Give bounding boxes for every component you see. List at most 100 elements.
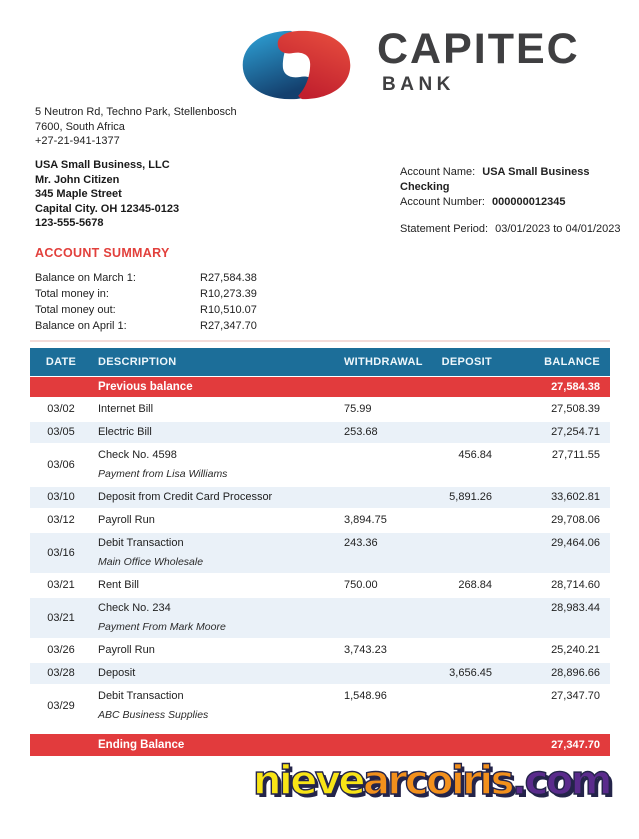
cell-withdrawal: 3,743.23	[344, 644, 387, 656]
description-text: Electric Bill	[98, 426, 152, 438]
summary-row: Total money in: R10,273.39	[35, 286, 257, 302]
brand-wordmark: CAPITEC	[377, 25, 580, 73]
table-row: 03/29 Debit Transaction ABC Business Suppl…	[30, 686, 610, 726]
summary-label: Total money out:	[35, 304, 116, 316]
summary-label: Balance on March 1:	[35, 272, 136, 284]
cell-withdrawal: 75.99	[344, 403, 372, 415]
cell-description: Debit Transaction ABC Business Supplies	[92, 689, 338, 723]
description-text: Internet Bill	[98, 403, 154, 415]
cell-description: Deposit from Credit Card Processor	[92, 490, 338, 505]
column-header-withdrawal: WITHDRAWAL	[344, 356, 423, 368]
cell-description: Check No. 4598 Payment from Lisa Williams	[92, 448, 338, 482]
column-header-balance: BALANCE	[544, 356, 600, 368]
cell-balance: 29,708.06	[551, 514, 600, 526]
previous-balance-value: 27,584.38	[551, 381, 600, 393]
customer-address-block: USA Small Business, LLC Mr. John Citizen…	[35, 158, 179, 231]
account-summary-table: Balance on March 1: R27,584.38 Total mon…	[35, 270, 257, 334]
description-text: Payroll Run	[98, 644, 155, 656]
summary-value: R27,584.38	[200, 272, 257, 284]
cell-date: 03/02	[47, 403, 75, 415]
cell-withdrawal: 243.36	[344, 537, 378, 549]
description-note: ABC Business Supplies	[98, 709, 209, 721]
account-name-label: Account Name:	[400, 166, 476, 178]
transaction-rows: 03/02 Internet Bill 75.99 27,508.39 03/05 Ele…	[30, 399, 610, 726]
customer-line: 345 Maple Street	[35, 188, 122, 201]
watermark-part-yellow: nieve	[252, 757, 366, 804]
cell-date: 03/21	[47, 611, 75, 624]
description-text: Deposit from Credit Card Processor	[98, 491, 273, 503]
bank-address-line: +27-21-941-1377	[35, 135, 120, 147]
description-text: Debit Transaction	[98, 690, 184, 702]
account-info-block: Account Name: USA Small Business Checkin…	[400, 165, 639, 237]
watermark-part-purple: .com	[511, 757, 613, 804]
cell-description: Electric Bill	[92, 425, 338, 440]
cell-description: Deposit	[92, 666, 338, 681]
table-top-divider	[30, 340, 610, 342]
capitec-logo-icon	[242, 30, 351, 100]
account-name-row: Account Name: USA Small Business Checkin…	[400, 165, 639, 195]
summary-row: Balance on April 1: R27,347.70	[35, 318, 257, 334]
bank-address-line: 7600, South Africa	[35, 120, 125, 133]
statement-period-label: Statement Period:	[400, 223, 489, 235]
bank-address-block: 5 Neutron Rd, Techno Park, Stellenbosch …	[35, 105, 237, 149]
table-row: 03/16 Debit Transaction Main Office Wholes…	[30, 533, 610, 573]
cell-balance: 28,896.66	[551, 667, 600, 679]
cell-withdrawal: 1,548.96	[344, 690, 387, 702]
cell-description: Debit Transaction Main Office Wholesale	[92, 536, 338, 570]
cell-deposit: 3,656.45	[449, 667, 492, 679]
table-row: 03/26 Payroll Run 3,743.23 25,240.21	[30, 640, 610, 661]
description-text: Debit Transaction	[98, 537, 184, 549]
table-row: 03/06 Check No. 4598 Payment from Lisa Wil…	[30, 445, 610, 485]
cell-deposit: 456.84	[458, 449, 492, 461]
cell-withdrawal: 750.00	[344, 579, 378, 591]
cell-date: 03/26	[47, 644, 75, 656]
customer-line: Mr. John Citizen	[35, 173, 120, 186]
description-text: Check No. 4598	[98, 449, 177, 461]
description-text: Deposit	[98, 667, 136, 679]
ending-balance-row: Ending Balance 27,347.70	[30, 734, 610, 756]
description-note: Payment from Lisa Williams	[98, 468, 228, 480]
description-text: Check No. 234	[98, 602, 171, 614]
cell-date: 03/10	[47, 491, 75, 503]
table-row: 03/21 Rent Bill 750.00 268.84 28,714.60	[30, 575, 610, 596]
customer-line: Capital City. OH 12345-0123	[35, 202, 180, 215]
cell-description: Internet Bill	[92, 402, 338, 417]
transactions-table: DATE DESCRIPTION WITHDRAWAL DEPOSIT BALA…	[30, 340, 610, 756]
cell-deposit: 268.84	[458, 579, 492, 591]
summary-row: Total money out: R10,510.07	[35, 302, 257, 318]
cell-balance: 27,711.55	[551, 449, 600, 461]
column-header-description: DESCRIPTION	[98, 356, 177, 368]
cell-date: 03/29	[47, 699, 75, 712]
watermark-part-orange: arcoiris	[362, 757, 515, 804]
previous-balance-row: Previous balance 27,584.38	[30, 377, 610, 397]
bank-address-line: 5 Neutron Rd, Techno Park, Stellenbosch	[35, 106, 237, 118]
account-name-value: USA Small Business Checking	[400, 166, 590, 193]
cell-date: 03/16	[47, 546, 75, 559]
cell-balance: 28,714.60	[551, 579, 600, 591]
cell-description: Rent Bill	[92, 578, 338, 593]
description-text: Rent Bill	[98, 579, 139, 591]
cell-description: Check No. 234 Payment From Mark Moore	[92, 601, 338, 635]
summary-label: Total money in:	[35, 288, 109, 300]
summary-value: R10,273.39	[200, 288, 257, 300]
cell-balance: 27,254.71	[551, 426, 600, 438]
description-note: Payment From Mark Moore	[98, 621, 226, 633]
summary-row: Balance on March 1: R27,584.38	[35, 270, 257, 286]
account-summary-title: ACCOUNT SUMMARY	[35, 246, 170, 260]
cell-balance: 25,240.21	[551, 644, 600, 656]
ending-balance-value: 27,347.70	[551, 739, 600, 751]
site-watermark: nievearcoiris.com	[252, 757, 613, 804]
summary-value: R27,347.70	[200, 320, 257, 332]
summary-value: R10,510.07	[200, 304, 257, 316]
cell-date: 03/21	[47, 579, 75, 591]
customer-line: USA Small Business, LLC	[35, 159, 170, 171]
statement-period-value: 03/01/2023 to 04/01/2023	[495, 223, 621, 235]
cell-date: 03/12	[47, 514, 75, 526]
customer-line: 123-555-5678	[35, 217, 104, 230]
cell-withdrawal: 253.68	[344, 426, 378, 438]
statement-period-row: Statement Period: 03/01/2023 to 04/01/20…	[400, 222, 639, 237]
cell-description: Payroll Run	[92, 513, 338, 528]
cell-date: 03/05	[47, 426, 75, 438]
table-row: 03/02 Internet Bill 75.99 27,508.39	[30, 399, 610, 420]
